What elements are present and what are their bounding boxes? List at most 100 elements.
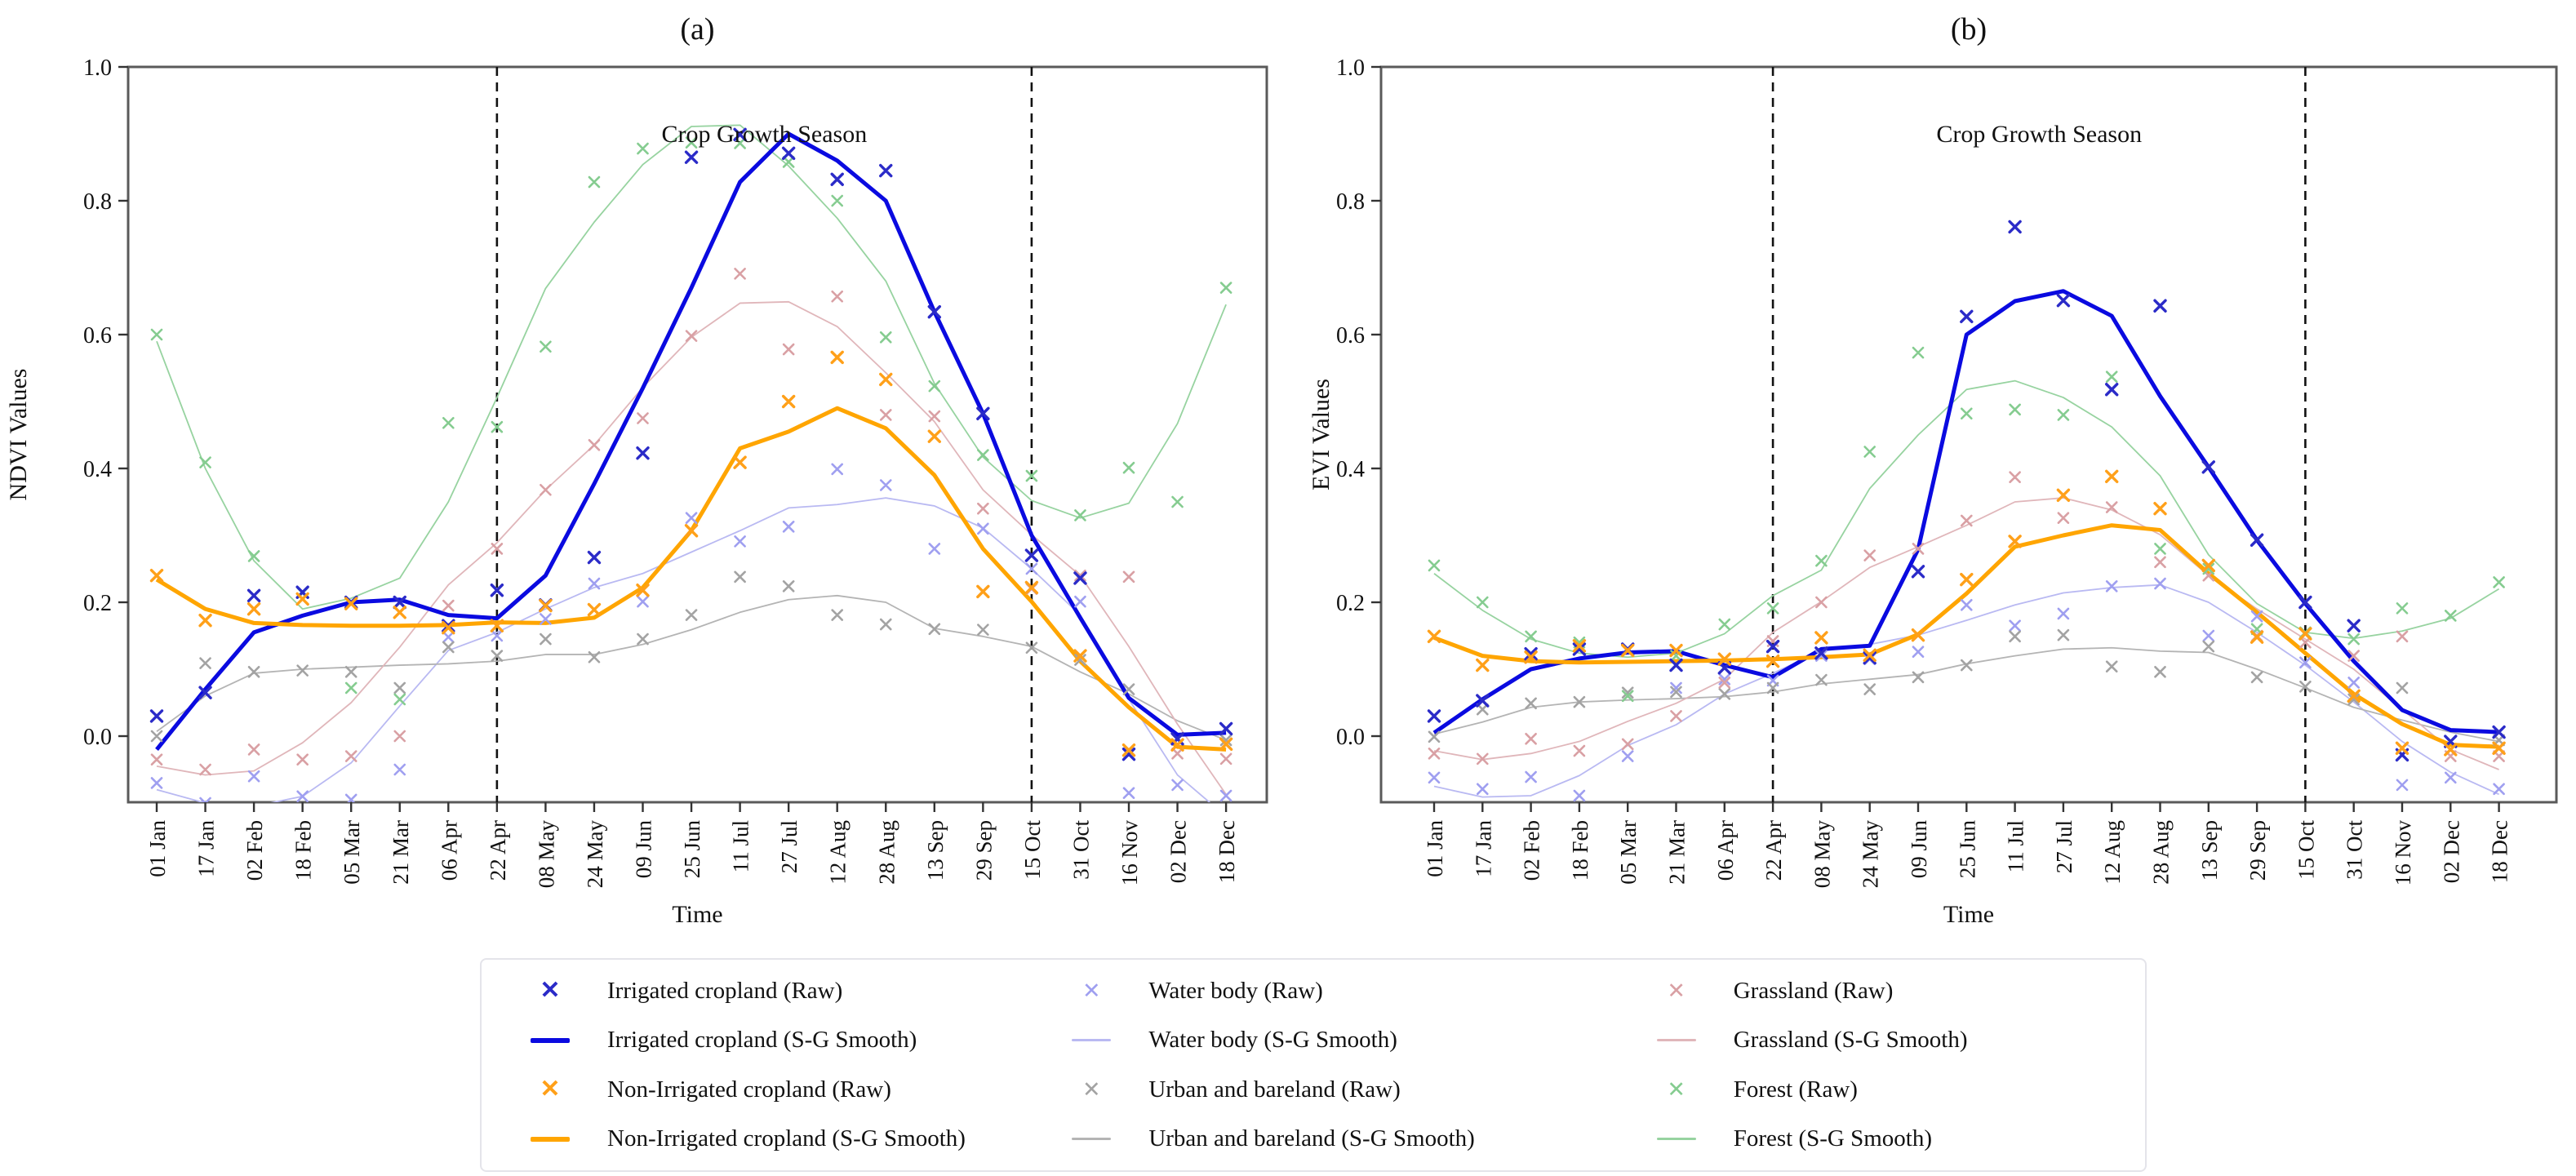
x-tick-label: 08 May [534,820,558,889]
x-tick-label: 06 Apr [1713,820,1738,881]
x-tick-label: 01 Jan [145,820,170,877]
x-tick-label: 09 Jun [632,820,656,879]
x-tick-label: 17 Jan [1471,820,1495,877]
y-tick-label: 0.8 [83,189,112,215]
legend-x-marker-icon: ✕ [1667,978,1686,1003]
legend-item: ✕ Non-Irrigated cropland (Raw) [513,1076,1054,1103]
x-tick-label: 15 Oct [2294,820,2318,880]
x-tick-label: 27 Jul [2052,820,2076,873]
legend-x-marker-icon: ✕ [1082,1076,1101,1102]
x-tick-label: 12 Aug [2100,820,2125,885]
y-tick-label: 0.0 [83,725,112,750]
series-line [155,406,1227,752]
x-tick-label: 22 Apr [1761,820,1786,881]
x-axis-title: Time [672,901,722,928]
y-tick-label: 0.2 [83,591,112,616]
x-tick-label: 02 Dec [1166,820,1191,883]
x-tick-label: 18 Dec [2488,820,2512,883]
legend-label: Water body (S-G Smooth) [1148,1027,1397,1054]
x-tick-label: 05 Mar [340,820,364,885]
y-tick-label: 0.6 [1336,323,1365,348]
legend-item: Non-Irrigated cropland (S-G Smooth) [513,1125,1054,1152]
x-tick-label: 09 Jun [1907,820,1931,879]
series-line [1433,379,2500,659]
legend-item: Irrigated cropland (S-G Smooth) [513,1027,1054,1054]
chart-title: (b) [1951,12,1987,47]
x-tick-label: 02 Dec [2439,820,2463,883]
legend-item: Water body (S-G Smooth) [1054,1027,1638,1054]
x-tick-label: 24 May [583,820,607,889]
y-tick-label: 0.6 [83,323,112,348]
chart-b-svg: 01 Jan 17 Jan 02 Feb 18 Feb 05 Mar 21 Mar 06 A… [1308,12,2558,928]
x-tick-label: 21 Mar [1665,820,1690,885]
legend-item: ✕ Forest (Raw) [1639,1076,2137,1103]
legend-label: Grassland (S-G Smooth) [1733,1027,1968,1054]
series-markers [1428,577,2505,802]
legend-label: Forest (Raw) [1733,1076,1858,1103]
x-tick-label: 18 Feb [291,820,316,881]
legend-label: Water body (Raw) [1148,977,1323,1004]
legend-line-marker-icon [1639,1138,1714,1141]
series-markers [149,127,1233,761]
x-tick-label: 11 Jul [2004,820,2028,872]
y-tick-label: 0.4 [83,457,112,482]
legend-line-marker-icon [1054,1138,1129,1141]
x-axis-title: Time [1943,901,1994,928]
legend-item: ✕ Water body (Raw) [1054,978,1638,1005]
x-tick-label: 29 Sep [2245,820,2270,881]
x-tick-label: 15 Oct [1020,820,1045,880]
x-tick-label: 02 Feb [242,820,267,881]
series-line [156,124,1227,610]
x-tick-label: 22 Apr [486,820,510,881]
x-tick-label: 11 Jul [729,820,753,872]
legend-item: Urban and bareland (S-G Smooth) [1054,1125,1638,1152]
x-tick-label: 06 Apr [437,820,461,881]
x-tick-label: 28 Aug [2149,820,2174,885]
x-tick-label: 31 Oct [2343,820,2367,880]
plot-border [1379,65,2558,804]
x-tick-label: 31 Oct [1068,820,1093,880]
x-tick-label: 12 Aug [826,820,851,885]
ndvi-chart: 01 Jan 17 Jan 02 Feb 18 Feb 05 Mar 21 Mar 06 A… [0,0,1288,955]
x-tick-label: 27 Jul [777,820,802,873]
chart-title: (a) [680,12,714,47]
legend: ✕ Irrigated cropland (Raw) Irrigated cropl… [480,958,2147,1172]
series-line [1432,289,2499,734]
x-tick-label: 02 Feb [1520,820,1544,881]
legend-label: Urban and bareland (S-G Smooth) [1148,1125,1475,1152]
legend-item: Forest (S-G Smooth) [1639,1125,2137,1152]
x-tick-label: 18 Feb [1568,820,1592,881]
legend-x-marker-icon: ✕ [540,977,561,1005]
season-annotation: Crop Growth Season [1936,121,2142,148]
x-tick-label: 13 Sep [923,820,948,881]
legend-label: Non-Irrigated cropland (Raw) [607,1076,891,1103]
series-line [1433,497,2499,770]
series-markers [150,463,1232,802]
series-markers [1428,471,2505,766]
x-tick-label: 13 Sep [2197,820,2222,881]
chart-a-svg: 01 Jan 17 Jan 02 Feb 18 Feb 05 Mar 21 Mar 06 A… [5,12,1268,928]
x-tick-label: 01 Jan [1423,820,1447,877]
x-tick-label: 17 Jan [194,820,219,877]
x-tick-label: 29 Sep [971,820,996,881]
legend-item: ✕ Irrigated cropland (Raw) [513,978,1054,1005]
series-markers [150,136,1232,706]
legend-x-marker-icon: ✕ [540,1076,561,1103]
legend-line-marker-icon [513,1136,588,1142]
legend-x-marker-icon: ✕ [1082,978,1101,1003]
y-tick-label: 0.8 [1336,189,1365,215]
series-markers [1428,628,2505,748]
x-tick-label: 18 Dec [1215,820,1239,883]
series-markers [1427,220,2506,762]
series-line [155,131,1227,751]
series-line [1433,584,2499,798]
legend-label: Irrigated cropland (S-G Smooth) [607,1027,917,1054]
y-tick-label: 0.0 [1336,725,1365,750]
series-markers [150,268,1232,776]
y-axis-title: EVI Values [1308,379,1335,490]
series-line [156,300,1227,795]
series-markers [1428,346,2505,703]
x-tick-label: 25 Jun [1955,820,1979,879]
legend-line-marker-icon [513,1037,588,1043]
